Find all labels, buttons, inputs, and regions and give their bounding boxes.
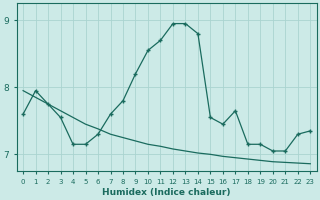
X-axis label: Humidex (Indice chaleur): Humidex (Indice chaleur) xyxy=(102,188,231,197)
